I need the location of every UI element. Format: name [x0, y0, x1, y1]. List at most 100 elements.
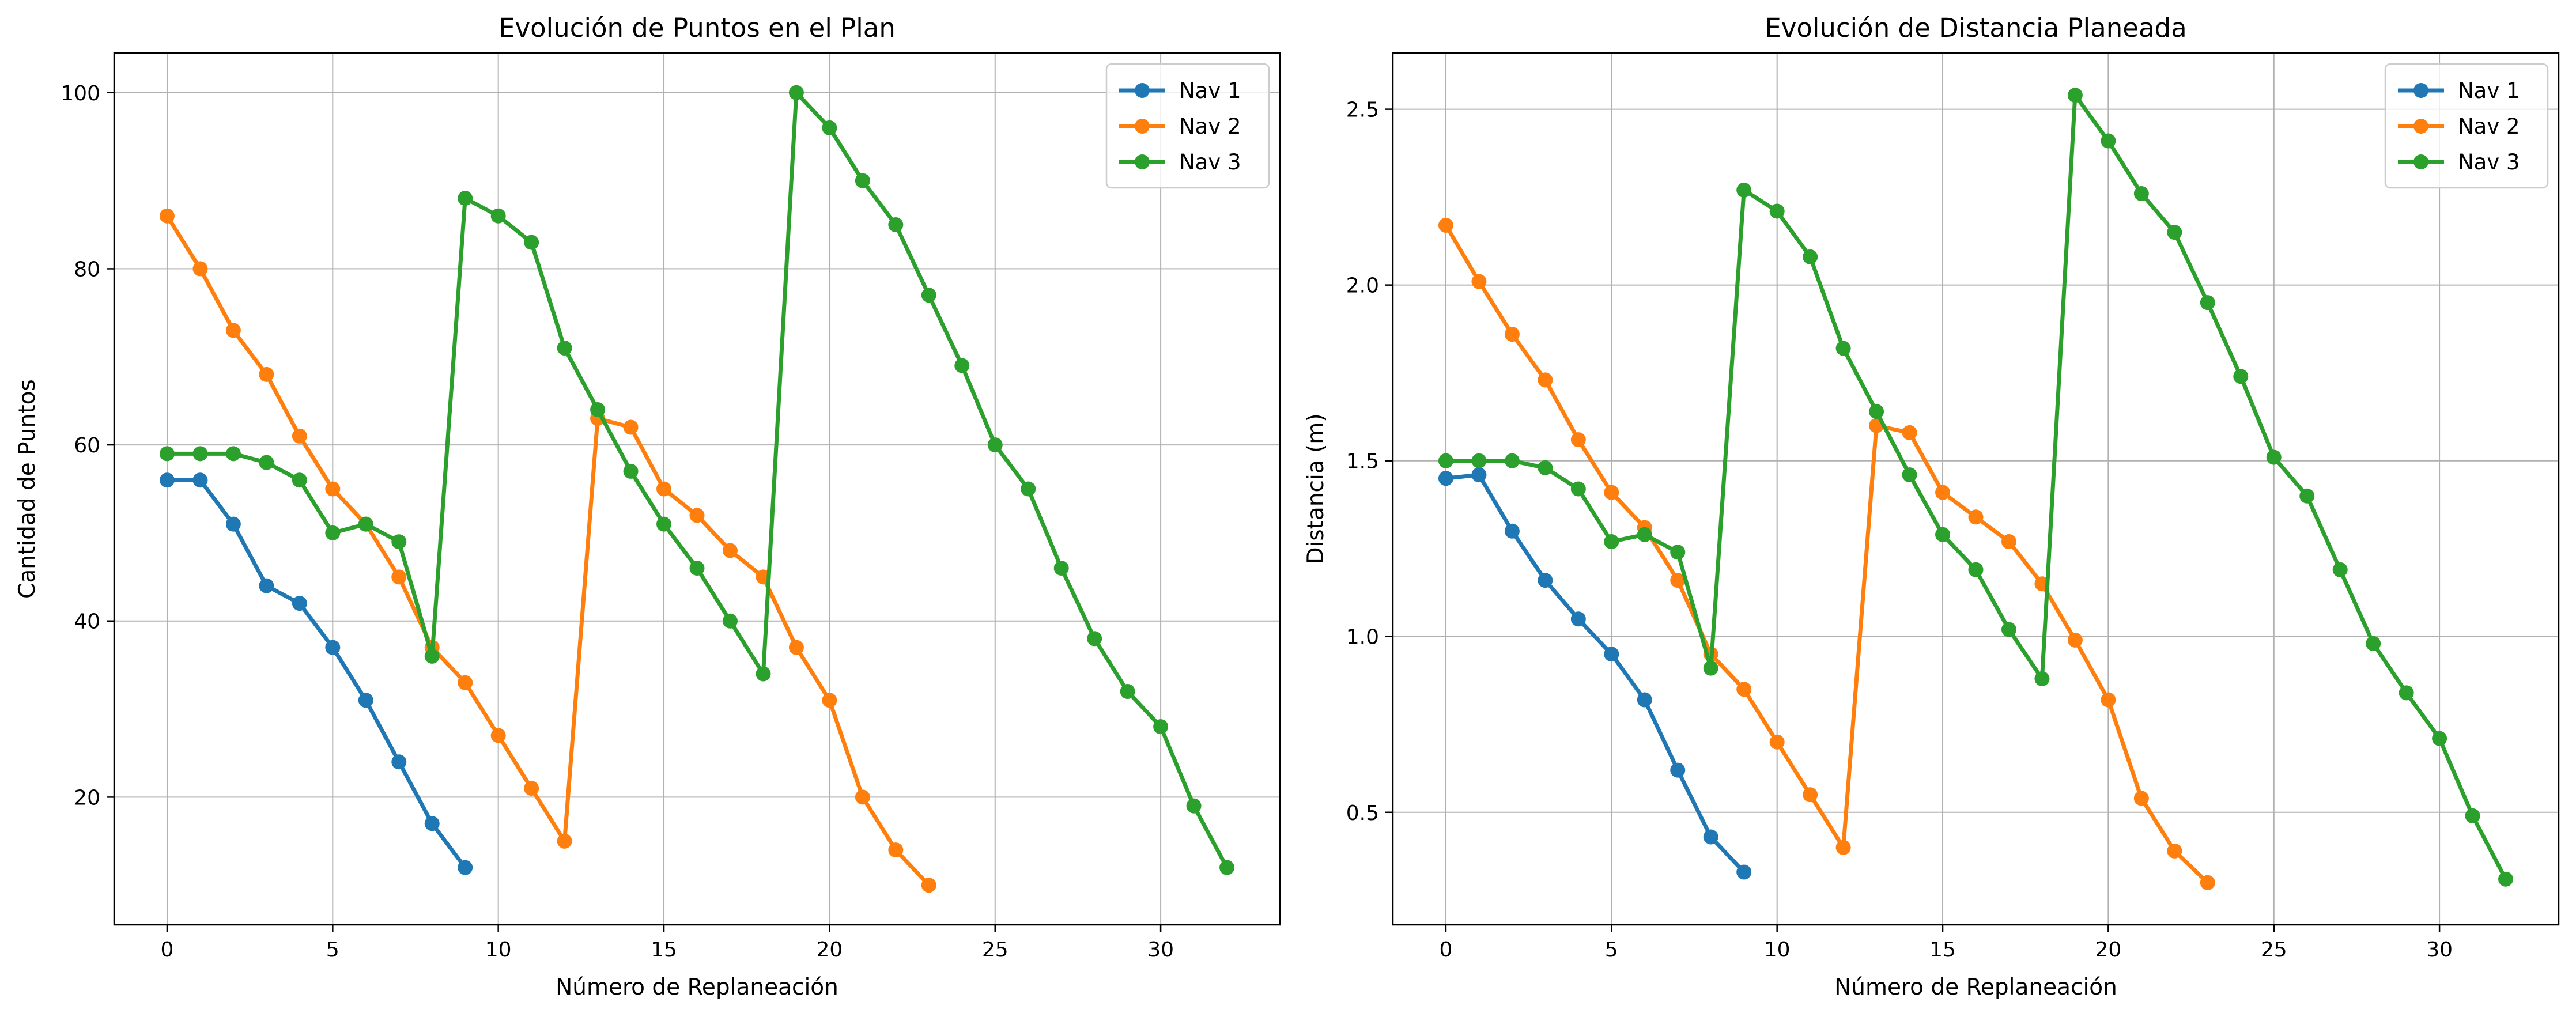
data-point-nav-1: [1438, 471, 1453, 486]
x-tick-label: 15: [1929, 938, 1956, 962]
data-point-nav-3: [1120, 684, 1135, 700]
data-point-nav-3: [987, 437, 1003, 453]
data-point-nav-3: [557, 340, 572, 356]
data-point-nav-3: [2432, 731, 2447, 746]
data-point-nav-3: [1053, 561, 1069, 576]
data-point-nav-2: [1570, 432, 1586, 448]
data-point-nav-3: [524, 235, 539, 250]
legend-label-nav-1: Nav 1: [1179, 78, 1241, 103]
data-point-nav-2: [524, 781, 539, 796]
chart-title: Evolución de Distancia Planeada: [1765, 13, 2186, 43]
data-point-nav-3: [1803, 249, 1818, 264]
data-point-nav-2: [192, 261, 208, 277]
data-point-nav-2: [1968, 509, 1984, 525]
data-point-nav-2: [1902, 425, 1917, 440]
x-tick-label: 20: [2095, 938, 2121, 962]
data-point-nav-3: [1902, 467, 1917, 483]
data-point-nav-3: [2200, 295, 2215, 311]
legend-marker-nav-2: [2413, 119, 2428, 134]
series-line-nav-1: [1444, 472, 1746, 874]
data-point-nav-3: [888, 217, 904, 233]
data-point-nav-2: [822, 693, 837, 708]
data-point-nav-3: [722, 613, 738, 629]
data-point-nav-1: [259, 578, 274, 593]
x-tick-label: 5: [326, 938, 339, 962]
data-point-nav-2: [458, 675, 473, 690]
data-point-nav-3: [656, 516, 672, 532]
data-point-nav-3: [2067, 88, 2083, 103]
data-point-nav-3: [2366, 636, 2381, 651]
data-point-nav-1: [292, 596, 307, 611]
x-tick-label: 10: [485, 938, 512, 962]
data-point-nav-3: [1835, 341, 1851, 356]
data-point-nav-3: [292, 472, 307, 488]
axes-frame: [1392, 52, 2560, 926]
data-point-nav-2: [2167, 843, 2182, 859]
data-point-nav-2: [2101, 692, 2116, 708]
data-point-nav-1: [458, 860, 473, 875]
data-point-nav-3: [458, 191, 473, 206]
x-tick-label: 0: [1440, 938, 1453, 962]
x-tick-label: 20: [816, 938, 843, 962]
x-tick-label: 30: [1147, 938, 1174, 962]
legend-marker-nav-1: [2413, 83, 2428, 98]
legend-label-nav-3: Nav 3: [2458, 150, 2520, 175]
data-point-nav-1: [325, 640, 341, 655]
x-tick-label: 15: [651, 938, 677, 962]
data-point-nav-3: [954, 358, 970, 373]
y-tick-label: 2.5: [1346, 99, 1379, 122]
legend-marker-nav-1: [1135, 83, 1150, 98]
data-point-nav-3: [259, 455, 274, 470]
data-point-nav-3: [1736, 182, 1752, 198]
y-tick-label: 1.5: [1346, 450, 1379, 474]
data-point-nav-2: [1504, 327, 1520, 342]
data-point-nav-2: [2001, 534, 2016, 550]
data-point-nav-2: [1835, 840, 1851, 855]
y-tick-label: 100: [61, 82, 100, 105]
data-point-nav-3: [1637, 527, 1652, 542]
x-tick-label: 25: [2261, 938, 2287, 962]
data-point-nav-3: [2465, 808, 2480, 823]
data-point-nav-2: [259, 366, 274, 382]
data-point-nav-2: [921, 878, 936, 893]
y-tick-label: 0.5: [1346, 801, 1379, 825]
chart-panel-2: 0 5 10 15 20 25 30 0.5 1.0 1.5 2.0 2.5 Evolución de …: [1303, 13, 2560, 1000]
x-tick-label: 5: [1605, 938, 1618, 962]
data-point-nav-1: [159, 472, 175, 488]
data-point-nav-3: [2399, 685, 2414, 701]
y-tick-label: 40: [74, 610, 100, 634]
data-point-nav-3: [788, 85, 804, 100]
data-point-nav-1: [1703, 829, 1718, 845]
data-point-nav-3: [590, 402, 606, 417]
legend-marker-nav-3: [2413, 154, 2428, 169]
data-point-nav-3: [2233, 369, 2249, 384]
data-point-nav-3: [1471, 453, 1487, 468]
x-tick-label: 25: [982, 938, 1009, 962]
data-point-nav-3: [424, 648, 440, 664]
y-axis-label: Distancia (m): [1303, 413, 1329, 564]
data-point-nav-3: [921, 288, 936, 303]
data-point-nav-3: [623, 463, 639, 479]
data-point-nav-2: [557, 833, 572, 849]
legend-label-nav-3: Nav 3: [1179, 150, 1241, 175]
legend-marker-nav-3: [1135, 154, 1150, 169]
data-point-nav-3: [1438, 453, 1453, 468]
y-tick-label: 2.0: [1346, 274, 1379, 298]
y-tick-label: 60: [74, 434, 100, 458]
data-point-nav-3: [689, 561, 705, 576]
data-point-nav-3: [2167, 225, 2182, 240]
data-point-nav-3: [1703, 660, 1718, 676]
data-point-nav-3: [192, 446, 208, 462]
data-point-nav-2: [722, 543, 738, 558]
data-point-nav-2: [159, 208, 175, 224]
x-tick-label: 30: [2426, 938, 2453, 962]
data-point-nav-3: [822, 120, 837, 135]
data-point-nav-3: [325, 525, 341, 540]
y-tick-label: 80: [74, 258, 100, 281]
data-point-nav-2: [225, 323, 241, 338]
data-point-nav-2: [1803, 787, 1818, 803]
data-point-nav-3: [2001, 622, 2016, 637]
data-point-nav-3: [1538, 460, 1553, 475]
data-point-nav-3: [1769, 203, 1785, 219]
